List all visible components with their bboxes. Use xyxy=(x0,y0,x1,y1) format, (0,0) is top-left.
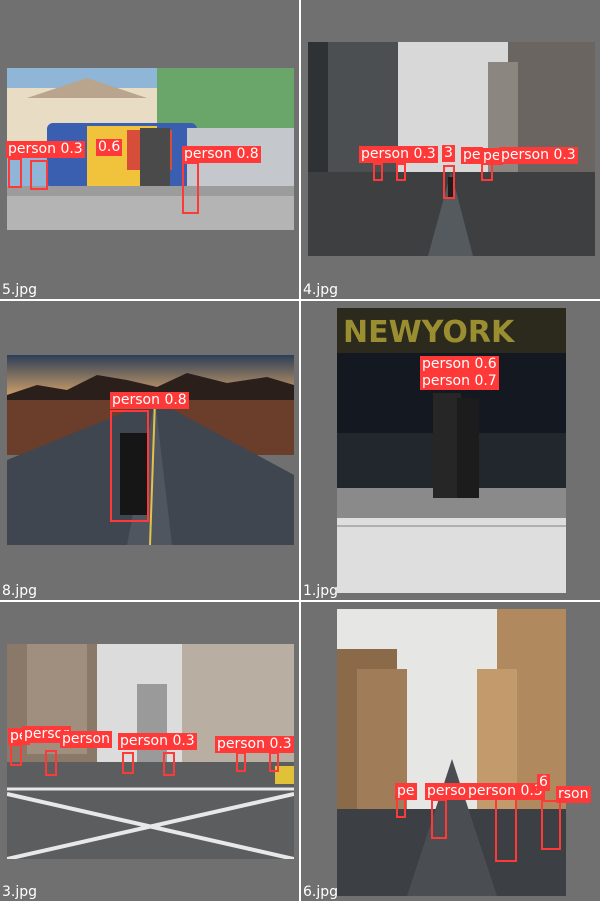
cell-1: NEWYORK person 0.6 person 0.7 1.jpg xyxy=(301,301,600,600)
photo-1: NEWYORK xyxy=(337,308,566,593)
desert-road-image xyxy=(7,355,294,545)
bbox xyxy=(443,165,455,199)
cell-3: pe persor person person 0.3 person 0.3 1… xyxy=(0,602,299,901)
bbox xyxy=(236,752,246,772)
detection-label: person 0.3 xyxy=(359,146,438,163)
detection-label: person 0.6 xyxy=(420,356,499,373)
bbox xyxy=(182,162,199,214)
bbox xyxy=(541,800,561,850)
bbox xyxy=(373,163,383,181)
bbox xyxy=(110,410,149,522)
detection-label: person xyxy=(60,731,112,748)
image-caption: 4.jpg xyxy=(303,282,339,298)
bbox xyxy=(431,799,447,839)
cell-4: person 0.3 3 pe pe person 0.3 4.jpg xyxy=(301,0,600,299)
old-town-street-image xyxy=(337,609,566,896)
image-caption: 5.jpg xyxy=(2,282,38,298)
detection-label: person 0.3 xyxy=(499,147,578,164)
detection-label: person 0.8 xyxy=(182,146,261,163)
image-caption: 6.jpg xyxy=(303,884,339,900)
detection-label: person 0.3 xyxy=(6,141,85,158)
detection-label: pe xyxy=(481,148,503,165)
detection-label: rson xyxy=(556,786,591,803)
cell-5: person 0.3 0.6 person 0.8 5.jpg xyxy=(0,0,299,299)
detection-label: persor xyxy=(22,726,71,743)
image-caption: 3.jpg xyxy=(2,884,38,900)
bbox xyxy=(8,158,22,188)
detection-label: person 0.8 xyxy=(110,392,189,409)
bbox xyxy=(45,750,57,776)
bbox xyxy=(269,752,279,772)
bbox xyxy=(10,744,22,766)
cell-8: person 0.8 8.jpg xyxy=(0,301,299,600)
svg-text:NEWYORK: NEWYORK xyxy=(343,315,516,350)
cell-6: pe perso person 0.3 6 rson 6.jpg xyxy=(301,602,600,901)
bbox xyxy=(163,752,175,776)
bbox xyxy=(495,797,517,862)
detection-label: perso xyxy=(425,783,469,800)
detection-label: 0.6 xyxy=(96,139,123,156)
detection-label: pe xyxy=(461,147,483,164)
bbox xyxy=(396,163,406,181)
detection-label: person 0.7 xyxy=(420,373,499,390)
detection-label: 6 xyxy=(537,774,550,791)
detection-label: pe xyxy=(395,783,417,800)
detection-label: 3 xyxy=(442,145,455,162)
image-caption: 1.jpg xyxy=(303,583,339,599)
photo-6 xyxy=(337,609,566,896)
new-york-walkers-image: NEWYORK xyxy=(337,308,566,593)
bbox xyxy=(122,752,134,774)
photo-8 xyxy=(7,355,294,545)
detection-label: person 0.3 xyxy=(118,733,197,750)
detection-label: person 0.3 xyxy=(215,736,294,753)
bbox xyxy=(481,163,493,181)
bbox xyxy=(30,160,48,190)
image-caption: 8.jpg xyxy=(2,583,38,599)
detection-label: person 0.3 xyxy=(466,783,545,800)
